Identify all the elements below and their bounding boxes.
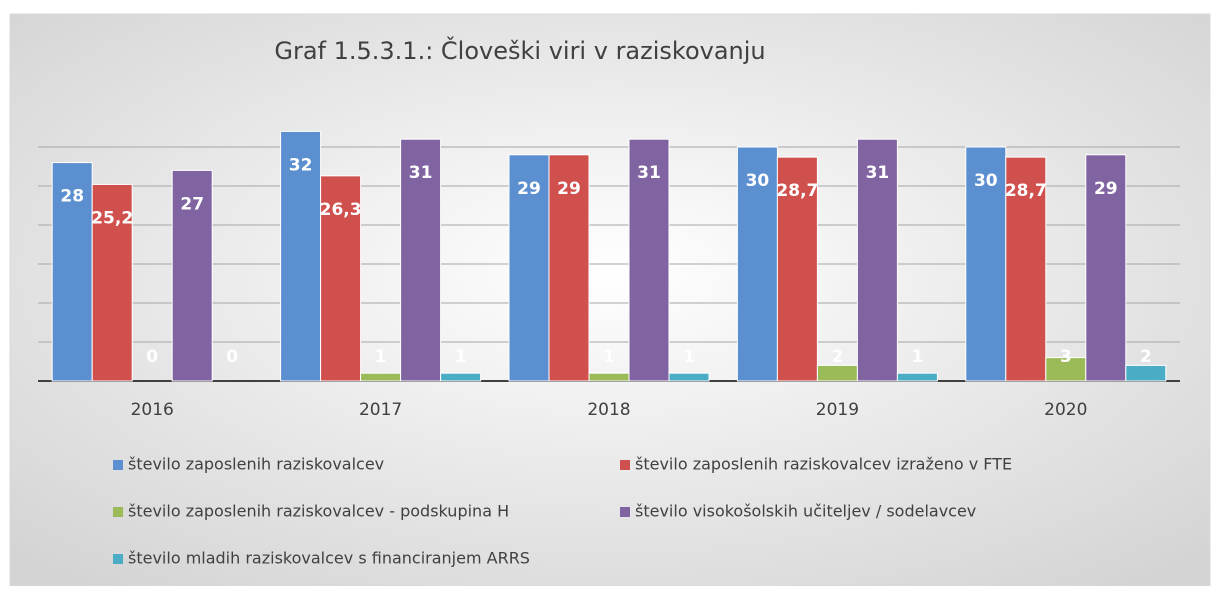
legend-marker — [113, 460, 123, 470]
data-label: 0 — [226, 347, 238, 367]
data-label: 3 — [1060, 347, 1072, 367]
bar — [816, 364, 858, 382]
legend-label: število mladih raziskovalcev s financira… — [128, 549, 530, 568]
x-tick-label: 2016 — [131, 400, 174, 420]
data-label: 1 — [683, 347, 695, 367]
x-tick-label: 2018 — [587, 400, 630, 420]
bar — [856, 138, 898, 382]
data-label: 0 — [146, 347, 158, 367]
data-label: 1 — [603, 347, 615, 367]
bar — [508, 154, 550, 382]
legend-label: število visokošolskih učiteljev / sodela… — [635, 502, 976, 521]
x-tick-label: 2017 — [359, 400, 402, 420]
bar — [736, 146, 778, 382]
bar — [628, 138, 670, 382]
data-label: 28,7 — [1005, 181, 1047, 201]
x-tick-label: 2019 — [816, 400, 859, 420]
bar — [548, 154, 590, 382]
data-label: 27 — [180, 194, 204, 214]
bar — [280, 130, 322, 382]
bar — [400, 138, 442, 382]
x-tick-label: 2020 — [1044, 400, 1087, 420]
bar — [896, 372, 938, 382]
bar — [1085, 154, 1127, 382]
data-label: 28 — [60, 187, 84, 207]
bar — [1125, 364, 1167, 382]
data-label: 29 — [517, 179, 541, 199]
legend-marker — [620, 507, 630, 517]
data-label: 1 — [455, 347, 467, 367]
data-label: 30 — [746, 171, 770, 191]
bar — [360, 372, 402, 382]
data-label: 32 — [289, 155, 313, 175]
legend-label: število zaposlenih raziskovalcev — [128, 455, 384, 474]
chart-title: Graf 1.5.3.1.: Človeški viri v raziskova… — [274, 35, 765, 65]
bar — [668, 372, 710, 382]
legend-marker — [113, 507, 123, 517]
data-label: 31 — [866, 163, 890, 183]
data-label: 1 — [911, 347, 923, 367]
bar — [440, 372, 482, 382]
bar — [51, 162, 93, 382]
data-label: 29 — [1094, 179, 1118, 199]
bar — [1005, 156, 1047, 382]
bar — [320, 175, 362, 382]
data-label: 1 — [375, 347, 387, 367]
bar — [588, 372, 630, 382]
data-label: 31 — [409, 163, 433, 183]
data-label: 25,2 — [91, 208, 133, 228]
bar — [776, 156, 818, 382]
data-label: 28,7 — [776, 181, 818, 201]
bar — [91, 183, 133, 382]
bar — [171, 169, 213, 382]
legend-label: število zaposlenih raziskovalcev izražen… — [635, 455, 1012, 474]
legend-marker — [620, 460, 630, 470]
data-label: 2 — [1140, 347, 1152, 367]
data-label: 2 — [831, 347, 843, 367]
data-label: 31 — [637, 163, 661, 183]
legend-label: število zaposlenih raziskovalcev - podsk… — [128, 502, 509, 521]
data-label: 29 — [557, 179, 581, 199]
bar — [965, 146, 1007, 382]
legend-marker — [113, 554, 123, 564]
data-label: 30 — [974, 171, 998, 191]
data-label: 26,3 — [320, 200, 362, 220]
